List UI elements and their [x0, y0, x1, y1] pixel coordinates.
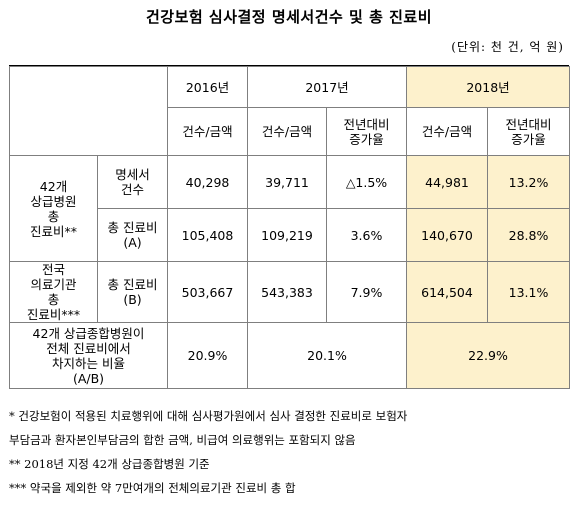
total-b-label: 총 진료비 (B)	[97, 261, 168, 323]
total-a-label-line-2: (A)	[123, 235, 142, 250]
footnote-1-cont: 부담금과 환자본인부담금의 합한 금액, 비급여 의료행위는 포함되지 않음	[9, 433, 356, 447]
row-ratio: 42개 상급종합병원이 전체 진료비에서 차지하는 비율 (A/B) 20.9%…	[9, 322, 570, 389]
total-a-2018-rate: 28.8%	[487, 208, 570, 262]
group-tertiary-hospitals-label: 42개 상급병원 총 진료비**	[9, 155, 98, 262]
total-a-2018: 140,670	[406, 208, 488, 262]
header-row-years: 2016년 2017년 2018년	[9, 66, 570, 156]
header-yoy-line2: 증가율	[511, 131, 546, 147]
row-claims-count: 42개 상급병원 총 진료비** 명세서 건수 40,298 39,711 △1…	[9, 155, 570, 262]
claims-label-line-1: 명세서	[115, 167, 150, 182]
group2-line-1: 전국	[41, 262, 65, 277]
total-b-2017: 543,383	[247, 261, 327, 323]
total-a-2017-rate: 3.6%	[326, 208, 407, 262]
total-a-label: 총 진료비 (A)	[97, 208, 168, 262]
total-b-label-line-2: (B)	[123, 292, 142, 307]
header-corner-cell	[9, 66, 168, 156]
total-a-label-line-1: 총 진료비	[107, 220, 158, 235]
ratio-label-line-1: 42개 상급종합병원이	[32, 325, 145, 341]
header-yoy-line2: 증가율	[349, 131, 384, 147]
group2-line-3: 총	[47, 292, 60, 307]
total-b-2017-rate: 7.9%	[326, 261, 407, 323]
ratio-2017: 20.1%	[247, 322, 407, 389]
header-year-2018: 2018년	[406, 66, 570, 108]
claims-2016: 40,298	[167, 155, 248, 209]
ratio-label-line-2: 전체 진료비에서	[46, 340, 131, 356]
group2-line-4: 진료비***	[26, 307, 81, 322]
unit-note: (단위: 천 건, 억 원)	[451, 40, 564, 54]
footnote-2: ** 2018년 지정 42개 상급종합병원 기준	[9, 457, 210, 471]
page-title: 건강보험 심사결정 명세서건수 및 총 진료비	[145, 8, 432, 26]
group-all-institutions-label: 전국 의료기관 총 진료비***	[9, 261, 98, 323]
header-row-subheads: 건수/금액 건수/금액 전년대비 증가율 건수/금액 전년대비 증가율	[10, 107, 570, 156]
header-yoy-2018: 전년대비 증가율	[487, 107, 570, 156]
claims-2018-rate: 13.2%	[487, 155, 570, 209]
claims-2018: 44,981	[406, 155, 488, 209]
row-total-b: 전국 의료기관 총 진료비*** 총 진료비 (B) 503,667 543,3…	[9, 261, 570, 323]
claims-2017-rate: △1.5%	[326, 155, 407, 209]
header-yoy-2017: 전년대비 증가율	[326, 107, 407, 156]
claims-label-line-2: 건수	[120, 182, 144, 197]
claims-2017: 39,711	[247, 155, 327, 209]
total-b-2018: 614,504	[406, 261, 488, 323]
ratio-label: 42개 상급종합병원이 전체 진료비에서 차지하는 비율 (A/B)	[9, 322, 168, 389]
ratio-2018: 22.9%	[406, 322, 570, 389]
group1-line-3: 총	[47, 208, 60, 224]
header-count-2016: 건수/금액	[167, 107, 248, 156]
header-count-2017: 건수/금액	[247, 107, 327, 156]
claims-table: 2016년 2017년 2018년 건수/금액 건수/금액 전년대비 증가율 건…	[9, 66, 570, 389]
header-yoy-line1: 전년대비	[343, 116, 390, 132]
group1-line-2: 상급병원	[30, 193, 77, 209]
group2-line-2: 의료기관	[30, 277, 77, 292]
group1-line-1: 42개	[39, 178, 68, 194]
footnote-3: *** 약국을 제외한 약 7만여개의 전체의료기관 진료비 총 합	[9, 481, 296, 495]
total-a-2017: 109,219	[247, 208, 327, 262]
footnote-1: * 건강보험이 적용된 치료행위에 대해 심사평가원에서 심사 결정한 진료비로…	[9, 409, 408, 423]
claims-count-label: 명세서 건수	[97, 155, 168, 209]
header-year-2017: 2017년	[247, 66, 407, 108]
footnotes: * 건강보험이 적용된 치료행위에 대해 심사평가원에서 심사 결정한 진료비로…	[9, 404, 574, 500]
total-a-2016: 105,408	[167, 208, 248, 262]
header-count-2018: 건수/금액	[406, 107, 488, 156]
total-b-2016: 503,667	[167, 261, 248, 323]
table-top-border	[9, 65, 569, 66]
total-b-label-line-1: 총 진료비	[107, 277, 158, 292]
ratio-label-line-3: 차지하는 비율	[52, 355, 125, 371]
ratio-2016: 20.9%	[167, 322, 248, 389]
header-year-2016: 2016년	[167, 66, 248, 108]
row-total-a: 총 진료비 (A) 105,408 109,219 3.6% 140,670 2…	[10, 208, 570, 262]
ratio-label-line-4: (A/B)	[72, 370, 105, 386]
total-b-2018-rate: 13.1%	[487, 261, 570, 323]
header-yoy-line1: 전년대비	[505, 116, 552, 132]
group1-line-4: 진료비**	[29, 223, 77, 239]
